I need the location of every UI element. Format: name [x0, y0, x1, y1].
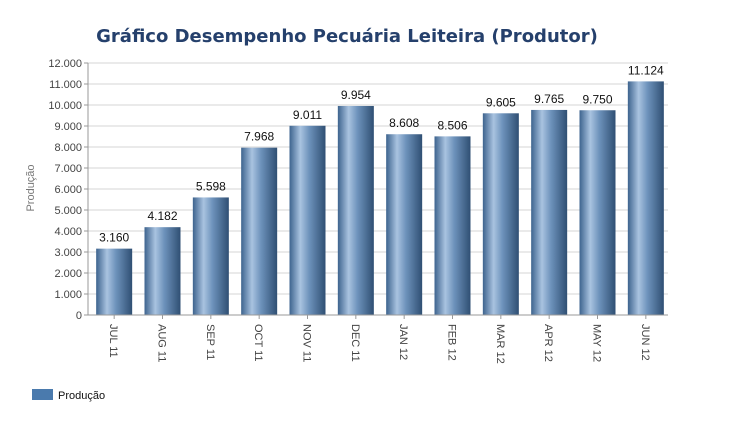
y-tick-label: 8.000	[54, 142, 82, 154]
x-tick-label: FEB 12	[446, 324, 458, 361]
bar	[241, 147, 278, 315]
legend: Produção	[32, 389, 105, 402]
chart-title: Gráfico Desempenho Pecuária Leiteira (Pr…	[96, 26, 598, 47]
bar	[289, 125, 326, 315]
y-tick-label: 10.000	[48, 100, 82, 112]
bar	[192, 197, 229, 315]
y-tick-label: 4.000	[54, 226, 82, 238]
legend-label: Produção	[58, 390, 105, 402]
y-tick-label: 11.000	[49, 79, 82, 91]
x-tick-label: SEP 11	[204, 324, 216, 360]
y-tick-label: 6.000	[54, 184, 82, 196]
bar	[386, 134, 423, 315]
x-axis-ticks: JUL 11 AUG 11 SEP 11 OCT 11 NOV 11 DEC 11 JAN …	[107, 315, 651, 364]
gridlines	[88, 62, 668, 316]
x-tick-label: APR 12	[542, 324, 554, 362]
bar	[96, 248, 133, 315]
legend-swatch	[32, 389, 53, 400]
x-tick-label: AUG 11	[156, 324, 168, 362]
x-tick-label: MAR 12	[494, 324, 506, 364]
y-tick-label: 3.000	[54, 247, 82, 259]
data-label: 9.954	[341, 88, 371, 102]
x-tick-label: NOV 11	[301, 324, 313, 362]
bar	[434, 136, 471, 315]
data-labels: 3.160 4.182 5.598 7.968 9.011 9.954 8.608 8.506…	[99, 63, 664, 244]
x-tick-label: MAY 12	[591, 324, 603, 362]
data-label: 4.182	[147, 209, 177, 223]
y-axis-label: Produção	[25, 164, 37, 211]
bar	[627, 81, 664, 315]
x-tick-label: JUN 12	[639, 324, 651, 361]
x-tick-label: JAN 12	[397, 324, 409, 360]
bar	[531, 109, 568, 315]
y-tick-label: 1.000	[54, 289, 82, 301]
y-tick-label: 5.000	[54, 205, 82, 217]
data-label: 9.011	[293, 108, 322, 122]
data-label: 8.608	[389, 116, 419, 130]
x-tick-label: DEC 11	[349, 324, 361, 362]
data-label: 11.124	[628, 63, 664, 77]
y-tick-label: 9.000	[54, 121, 82, 133]
data-label: 9.750	[582, 92, 612, 106]
data-label: 8.506	[437, 118, 467, 132]
bar	[482, 113, 519, 315]
data-label: 9.605	[486, 95, 516, 109]
bars	[96, 81, 664, 315]
y-axis-ticks: 0 1.000 2.000 3.000 4.000 5.000 6.000 7.000 8.00…	[48, 58, 88, 322]
data-label: 5.598	[196, 179, 226, 193]
data-label: 7.968	[244, 130, 274, 144]
x-tick-label: OCT 11	[252, 324, 264, 362]
y-tick-label: 0	[76, 310, 82, 322]
data-label: 3.160	[99, 231, 129, 245]
y-tick-label: 7.000	[54, 163, 82, 175]
bar	[144, 227, 181, 315]
y-tick-label: 2.000	[54, 268, 82, 280]
bar	[337, 105, 374, 315]
y-tick-label: 12.000	[48, 58, 82, 70]
x-tick-label: JUL 11	[107, 324, 119, 358]
data-label: 9.765	[534, 92, 564, 106]
bar	[579, 110, 616, 315]
